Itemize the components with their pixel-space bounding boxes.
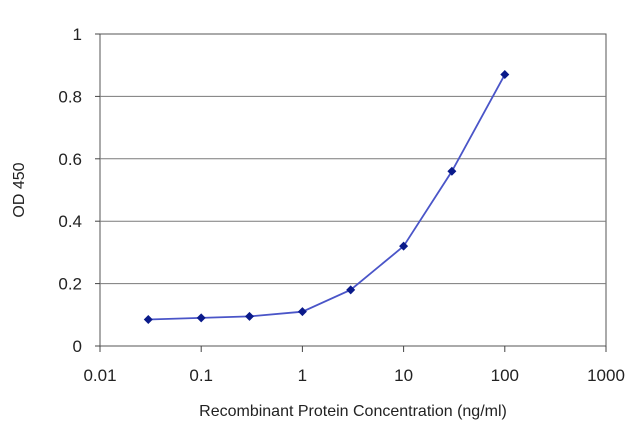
x-axis-ticks: 0.01 0.1 1 10 100 1000 xyxy=(83,346,625,385)
data-point xyxy=(196,313,206,323)
y-tick-label: 0.2 xyxy=(58,275,82,294)
y-tick-label: 0.6 xyxy=(58,150,82,169)
y-tick-label: 0 xyxy=(73,337,82,356)
series-line xyxy=(148,74,506,321)
y-tick-label: 1 xyxy=(73,25,82,44)
data-point xyxy=(297,307,307,317)
data-point xyxy=(244,311,254,321)
x-tick-label: 100 xyxy=(491,366,519,385)
y-tick-label: 0.8 xyxy=(58,87,82,106)
x-tick-label: 0.01 xyxy=(83,366,116,385)
x-axis-title: Recombinant Protein Concentration (ng/ml… xyxy=(199,403,507,420)
data-point xyxy=(143,314,153,324)
data-point xyxy=(399,241,409,251)
y-axis-title: OD 450 xyxy=(11,162,28,217)
data-point xyxy=(447,166,457,176)
grid-lines xyxy=(100,95,606,285)
x-tick-label: 10 xyxy=(394,366,413,385)
y-tick-label: 0.4 xyxy=(58,212,82,231)
data-point xyxy=(500,70,510,80)
data-point xyxy=(346,285,356,295)
y-axis-ticks: 0 0.2 0.4 0.6 0.8 1 xyxy=(58,25,100,356)
x-tick-label: 1000 xyxy=(587,366,625,385)
x-tick-label: 0.1 xyxy=(189,366,213,385)
x-tick-label: 1 xyxy=(298,366,307,385)
plot-area xyxy=(99,33,607,347)
series-group xyxy=(143,70,510,324)
